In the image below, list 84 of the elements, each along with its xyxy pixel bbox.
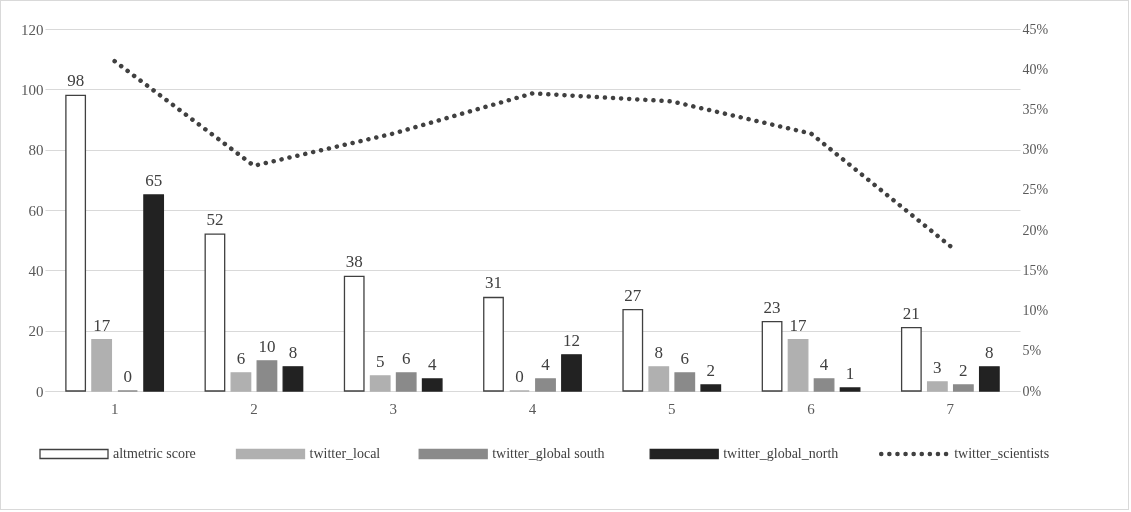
data-label: 17 — [93, 315, 111, 335]
y-tick-label: 0 — [36, 383, 44, 400]
bar — [926, 381, 948, 392]
data-label: 8 — [654, 342, 664, 362]
legend-label: twitter_global south — [492, 446, 605, 461]
data-label: 6 — [236, 348, 246, 368]
legend-label: twitter_local — [309, 446, 381, 461]
bar — [813, 378, 835, 392]
y2-tick-label: 10% — [1022, 303, 1049, 319]
bar — [421, 378, 443, 392]
x-tick-label: 3 — [389, 400, 397, 417]
x-tick-label: 1 — [110, 400, 119, 417]
x-tick-label: 5 — [668, 400, 676, 417]
bar — [700, 384, 722, 392]
data-label: 4 — [819, 354, 829, 374]
data-label: 2 — [706, 360, 716, 380]
y2-tick-label: 40% — [1022, 61, 1049, 77]
data-label: 4 — [541, 354, 551, 374]
legend-label: altmetric score — [113, 446, 196, 461]
bar — [900, 327, 922, 392]
bar — [952, 384, 974, 392]
x-tick-label: 7 — [946, 400, 955, 417]
data-label: 2 — [959, 360, 968, 380]
legend-label: twitter_global_north — [723, 446, 839, 461]
y2-tick-label: 25% — [1022, 182, 1049, 198]
x-tick-label: 6 — [807, 400, 816, 417]
y2-tick-label: 0% — [1022, 383, 1042, 399]
bar — [483, 296, 504, 392]
bar — [256, 360, 278, 392]
bar — [204, 233, 226, 392]
bar — [761, 320, 783, 392]
y-tick-label: 80 — [28, 142, 44, 159]
data-label: 3 — [933, 357, 942, 377]
bar — [369, 375, 391, 392]
y2-tick-label: 30% — [1022, 142, 1049, 158]
bar — [395, 372, 417, 392]
bar — [91, 339, 113, 392]
bar — [535, 378, 556, 392]
data-label: 1 — [845, 363, 855, 383]
data-label: 4 — [427, 354, 437, 374]
line-series — [112, 58, 953, 249]
y-tick-label: 60 — [28, 202, 44, 219]
data-label: 23 — [763, 297, 781, 317]
bar — [65, 94, 87, 392]
bar — [839, 387, 861, 392]
bar — [978, 366, 1000, 392]
y-tick-label: 40 — [28, 262, 44, 279]
data-label: 21 — [902, 303, 920, 323]
x-tick-label: 4 — [528, 400, 537, 417]
data-label: 27 — [624, 285, 642, 305]
bar — [343, 275, 365, 392]
bar — [143, 194, 165, 392]
data-label: 17 — [789, 315, 808, 335]
data-label: 65 — [145, 170, 163, 190]
data-label: 10 — [258, 336, 276, 356]
data-label: 0 — [123, 367, 132, 386]
data-label: 6 — [401, 348, 411, 368]
y2-tick-label: 45% — [1022, 21, 1049, 37]
bar — [787, 339, 809, 392]
data-label: 98 — [67, 71, 85, 91]
y-tick-label: 20 — [28, 323, 44, 340]
bar — [674, 372, 696, 392]
x-tick-label: 2 — [250, 400, 258, 417]
bar — [622, 308, 644, 392]
data-label: 31 — [485, 273, 502, 293]
y-tick-label: 100 — [21, 81, 44, 98]
y2-tick-label: 15% — [1022, 262, 1049, 278]
data-label: 8 — [985, 342, 994, 362]
legend-label: twitter_scientists — [954, 446, 1050, 461]
data-label: 38 — [345, 252, 363, 272]
bar — [230, 372, 252, 392]
bar — [282, 366, 304, 392]
data-label: 52 — [206, 210, 224, 230]
y-tick-label: 120 — [21, 21, 44, 38]
data-label: 8 — [288, 342, 298, 362]
data-label: 0 — [515, 367, 524, 386]
data-label: 12 — [563, 330, 580, 350]
y2-tick-label: 35% — [1022, 101, 1049, 117]
data-label: 6 — [680, 348, 690, 368]
bar — [648, 366, 670, 392]
data-label: 5 — [375, 351, 385, 371]
y2-tick-label: 5% — [1022, 343, 1042, 359]
bar — [561, 354, 582, 392]
y2-tick-label: 20% — [1022, 222, 1049, 238]
